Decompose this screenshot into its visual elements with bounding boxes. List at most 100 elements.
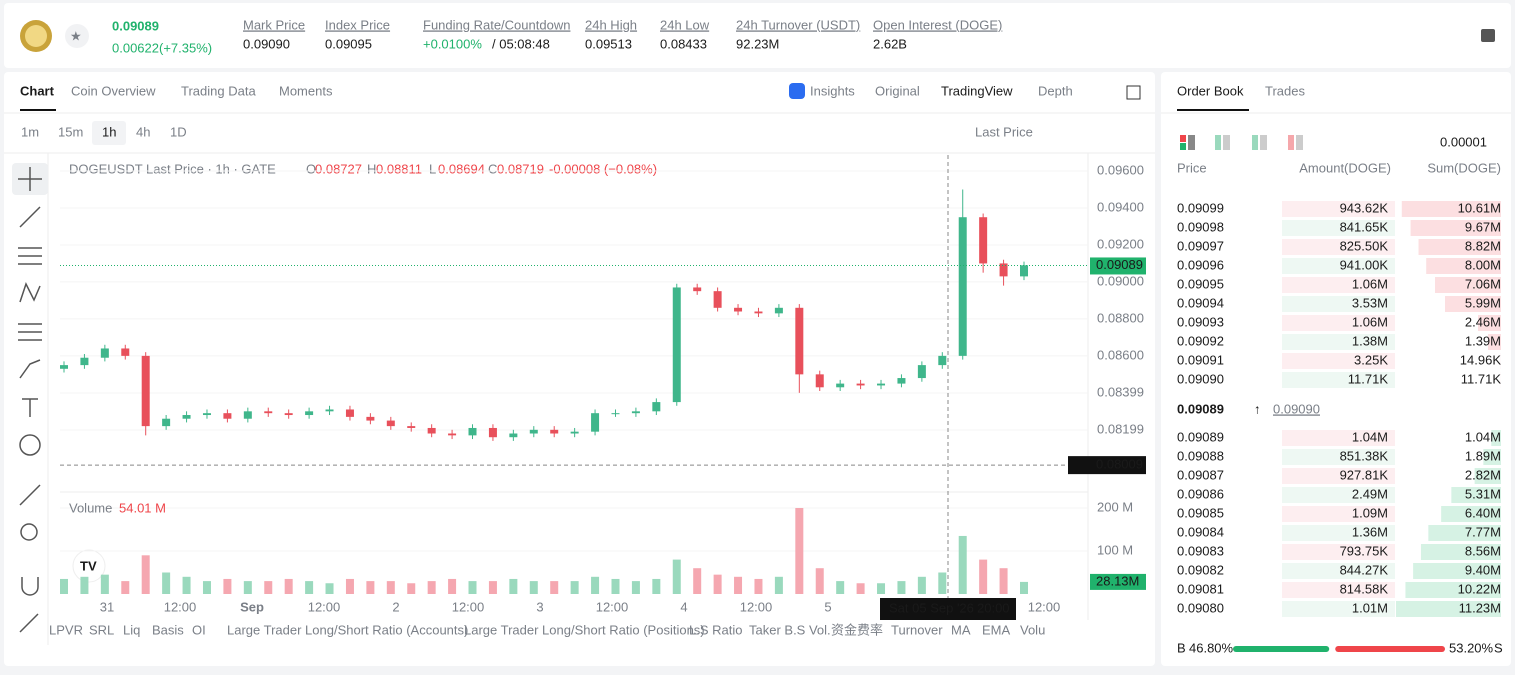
indicator[interactable]: MA xyxy=(951,622,971,637)
chart-tab[interactable]: Moments xyxy=(279,83,333,98)
precision[interactable]: 0.00001 xyxy=(1440,134,1487,149)
book-price: 0.09080 xyxy=(1177,600,1224,615)
candle-body xyxy=(530,430,538,434)
indicator[interactable]: Taker B.S Vol. xyxy=(749,622,831,637)
book-sum: 10.22M xyxy=(1458,581,1501,596)
volume-bar xyxy=(652,579,660,594)
volume-bar xyxy=(223,579,231,594)
indicator[interactable]: L.S Ratio xyxy=(689,622,742,637)
candle-body xyxy=(652,402,660,411)
view-tab[interactable]: Original xyxy=(875,83,920,98)
ohlc-value: 0.08811 xyxy=(376,161,422,176)
indicator[interactable]: Basis xyxy=(152,622,184,637)
candle-body xyxy=(571,432,579,434)
volume-bar xyxy=(673,560,681,594)
candle-body xyxy=(162,419,170,426)
candle-body xyxy=(244,411,252,418)
interval[interactable]: 1h xyxy=(102,124,116,139)
book-sum: 11.71K xyxy=(1461,371,1502,386)
stat-value: 0.09090 xyxy=(243,36,290,51)
candle-body xyxy=(795,308,803,375)
candle-body xyxy=(428,428,436,434)
view-tab[interactable]: Depth xyxy=(1038,83,1073,98)
volume-value: 54.01 M xyxy=(119,500,166,515)
volume-bar xyxy=(203,581,211,594)
v-tick-label: 200 M xyxy=(1097,499,1133,514)
candle-body xyxy=(979,217,987,263)
chart-tab[interactable]: Chart xyxy=(20,83,55,98)
stat-label: 24h Low xyxy=(660,17,710,32)
book-amount: 1.04M xyxy=(1352,429,1388,444)
x-tick-label: 12:00 xyxy=(740,599,773,614)
book-amount: 844.27K xyxy=(1340,562,1389,577)
x-tick-label: 5 xyxy=(824,599,831,614)
book-price: 0.09099 xyxy=(1177,200,1224,215)
price-change: 0.00622(+7.35%) xyxy=(112,40,212,55)
y-tick-label: 0.09400 xyxy=(1097,199,1144,214)
volume-bar xyxy=(509,579,517,594)
interval[interactable]: 15m xyxy=(58,124,83,139)
price-source[interactable]: Last Price xyxy=(975,124,1033,139)
book-amount: 1.06M xyxy=(1352,276,1388,291)
indicator[interactable]: Volu xyxy=(1020,622,1045,637)
interval[interactable]: 1D xyxy=(170,124,187,139)
volume-bar xyxy=(591,577,599,594)
candle-body xyxy=(714,291,722,308)
book-sum: 11.23M xyxy=(1459,600,1501,615)
book-sum: 8.00M xyxy=(1465,257,1501,272)
x-tick-label: 12:00 xyxy=(308,599,341,614)
interval[interactable]: 1m xyxy=(21,124,39,139)
book-price: 0.09098 xyxy=(1177,219,1224,234)
view-tab[interactable]: Insights xyxy=(810,83,855,98)
candle-body xyxy=(673,287,681,402)
candle-body xyxy=(305,411,313,415)
book-amount: 927.81K xyxy=(1340,467,1389,482)
indicator[interactable]: OI xyxy=(192,622,206,637)
book-price: 0.09097 xyxy=(1177,238,1224,253)
chart-tab[interactable]: Coin Overview xyxy=(71,83,156,98)
interval[interactable]: 4h xyxy=(136,124,150,139)
candle-body xyxy=(1000,263,1008,276)
y-tick-label: 0.09200 xyxy=(1097,236,1144,251)
indicator[interactable]: Turnover xyxy=(891,622,943,637)
volume-bar xyxy=(121,581,129,594)
volume-bar xyxy=(897,581,905,594)
favorite-star[interactable]: ★ xyxy=(70,28,82,43)
book-price: 0.09095 xyxy=(1177,276,1224,291)
layout-button[interactable] xyxy=(1481,29,1495,42)
mark-price: 0.09090 xyxy=(1273,401,1320,416)
x-tick-label: 2 xyxy=(392,599,399,614)
book-sum: 9.67M xyxy=(1465,219,1501,234)
sell-label: S xyxy=(1494,640,1503,655)
chart-tab[interactable]: Trading Data xyxy=(181,83,256,98)
indicator[interactable]: LPVR xyxy=(49,622,83,637)
indicator[interactable]: EMA xyxy=(982,622,1011,637)
book-tab[interactable]: Trades xyxy=(1265,83,1305,98)
book-sum: 8.82M xyxy=(1465,238,1501,253)
chart-legend-title: DOGEUSDT Last Price · 1h · GATE xyxy=(69,161,276,176)
candle-body xyxy=(550,430,558,434)
book-sum: 10.61M xyxy=(1458,200,1501,215)
book-amount: 1.01M xyxy=(1352,600,1388,615)
indicator[interactable]: 资金费率 xyxy=(831,622,883,637)
book-price: 0.09085 xyxy=(1177,505,1224,520)
y-tick-label: 0.08800 xyxy=(1097,310,1144,325)
ohlc-value: 0.08694 xyxy=(438,161,485,176)
volume-bar xyxy=(366,581,374,594)
indicator[interactable]: Liq xyxy=(123,622,140,637)
book-tab[interactable]: Order Book xyxy=(1177,83,1244,98)
indicator[interactable]: Large Trader Long/Short Ratio (Accounts) xyxy=(227,622,468,637)
view-tab[interactable]: TradingView xyxy=(941,83,1013,98)
volume-bar xyxy=(142,555,150,594)
book-header: Amount(DOGE) xyxy=(1299,160,1391,175)
book-sum: 2.46M xyxy=(1465,314,1501,329)
x-tick-label: 3 xyxy=(536,599,543,614)
ohlc-key: C xyxy=(488,161,497,176)
candle-body xyxy=(121,348,129,355)
candle-body xyxy=(918,365,926,378)
book-amount: 825.50K xyxy=(1340,238,1389,253)
indicator[interactable]: Large Trader Long/Short Ratio (Positions… xyxy=(464,622,705,637)
sell-ratio: 53.20% xyxy=(1449,640,1494,655)
indicator[interactable]: SRL xyxy=(89,622,114,637)
candle-body xyxy=(387,421,395,427)
